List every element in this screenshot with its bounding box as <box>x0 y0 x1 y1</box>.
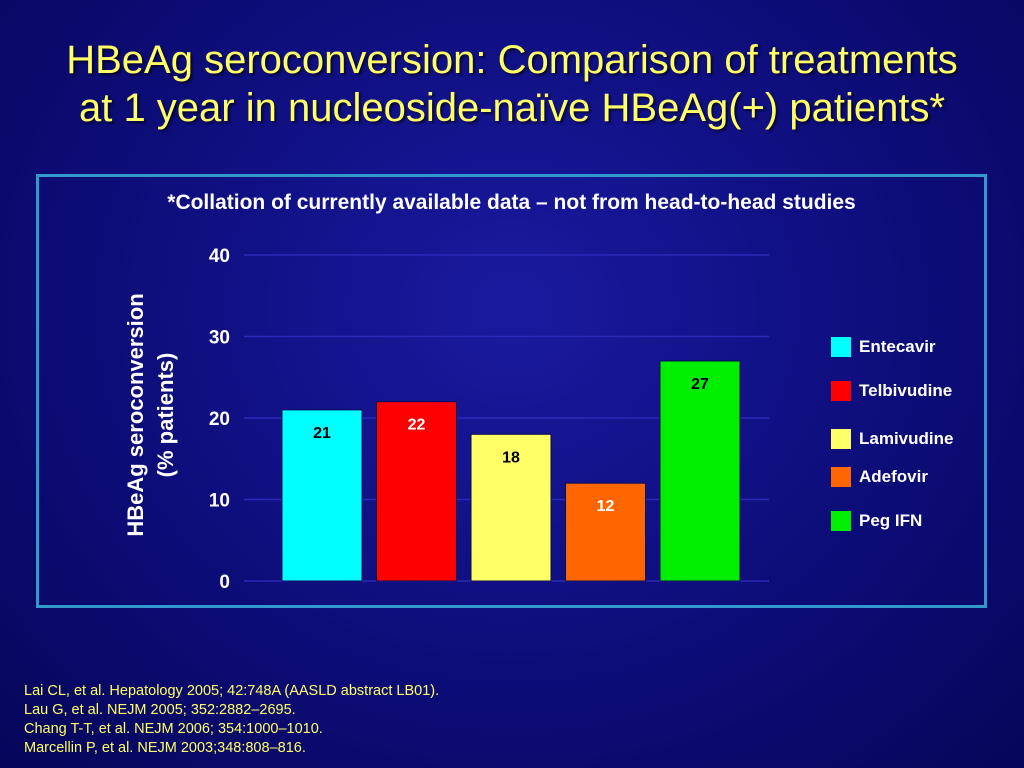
reference-1: Lai CL, et al. Hepatology 2005; 42:748A … <box>24 683 440 699</box>
y-tick-label-10: 10 <box>209 491 230 512</box>
legend-item-entecavir: Entecavir <box>831 337 991 359</box>
bar-telbivudine <box>376 401 457 582</box>
legend-item-telbivudine: Telbivudine <box>831 381 991 403</box>
legend-swatch <box>831 511 851 531</box>
legend-swatch <box>831 467 851 487</box>
bar-entecavir <box>281 409 363 582</box>
y-axis-label-line-1: HBeAg seroconversion <box>123 293 148 536</box>
slide-title: HBeAg seroconversion: Comparison of trea… <box>0 36 1024 132</box>
bar-adefovir <box>565 482 646 582</box>
legend-swatch <box>831 381 851 401</box>
y-axis-label-line-2: (% patients) <box>153 353 178 478</box>
title-line-2: at 1 year in nucleoside-naïve HBeAg(+) p… <box>78 86 946 130</box>
y-tick-label-0: 0 <box>219 572 230 593</box>
data-label-peg-ifn: 27 <box>691 376 709 393</box>
y-tick-label-40: 40 <box>209 246 230 267</box>
reference-2: Lau G, et al. NEJM 2005; 352:2882–2695. <box>24 702 296 718</box>
legend-label: Lamivudine <box>859 429 954 448</box>
y-tick-label-30: 30 <box>209 328 230 349</box>
chart-subtitle: *Collation of currently available data –… <box>167 191 856 214</box>
chart-panel: *Collation of currently available data –… <box>36 174 987 608</box>
title-line-1: HBeAg seroconversion: Comparison of trea… <box>66 38 958 82</box>
legend-item-lamivudine: Lamivudine <box>831 429 991 451</box>
legend-label: Entecavir <box>859 337 936 356</box>
reference-3: Chang T-T, et al. NEJM 2006; 354:1000–10… <box>24 721 323 737</box>
reference-4: Marcellin P, et al. NEJM 2003;348:808–81… <box>24 740 306 756</box>
bar-peg-ifn <box>659 360 741 582</box>
legend-item-peg-ifn: Peg IFN <box>831 511 991 533</box>
data-label-lamivudine: 18 <box>502 449 520 466</box>
data-label-telbivudine: 22 <box>408 417 426 434</box>
legend-item-adefovir: Adefovir <box>831 467 991 489</box>
data-label-entecavir: 21 <box>313 425 331 442</box>
legend-label: Adefovir <box>859 467 928 486</box>
legend-swatch <box>831 337 851 357</box>
legend-label: Telbivudine <box>859 381 953 400</box>
data-label-adefovir: 12 <box>597 498 615 515</box>
bar-chart: 0 10 20 30 40 HBeAg seroconversion (% patients… <box>123 246 769 593</box>
bar-lamivudine <box>470 433 552 582</box>
references: Lai CL, et al. Hepatology 2005; 42:748A … <box>24 682 439 758</box>
legend-label: Peg IFN <box>859 511 923 530</box>
y-tick-label-20: 20 <box>209 409 230 430</box>
legend-swatch <box>831 429 851 449</box>
